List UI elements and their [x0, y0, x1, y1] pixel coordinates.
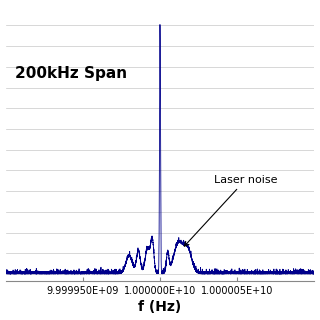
X-axis label: f (Hz): f (Hz) [138, 300, 182, 315]
Text: Laser noise: Laser noise [184, 174, 277, 246]
Text: 200kHz Span: 200kHz Span [15, 66, 127, 81]
